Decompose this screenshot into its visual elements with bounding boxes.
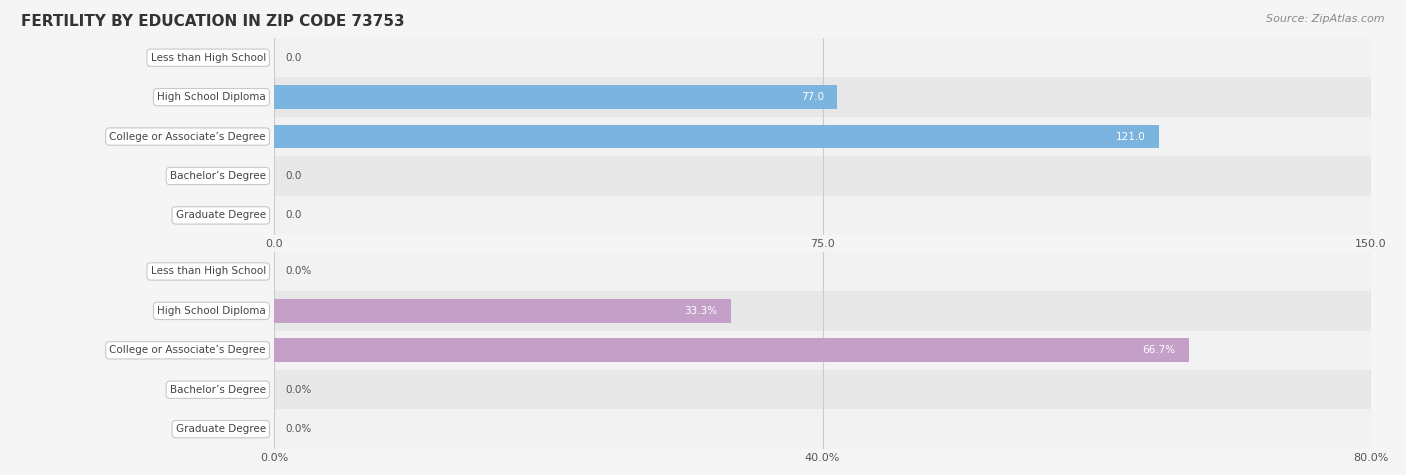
Text: Less than High School: Less than High School [150, 53, 266, 63]
Text: Source: ZipAtlas.com: Source: ZipAtlas.com [1267, 14, 1385, 24]
Text: 0.0: 0.0 [285, 53, 301, 63]
Bar [274, 409, 1371, 449]
Bar [274, 291, 1371, 331]
Text: 66.7%: 66.7% [1142, 345, 1175, 355]
Text: Less than High School: Less than High School [150, 266, 266, 276]
Text: College or Associate’s Degree: College or Associate’s Degree [110, 345, 266, 355]
Bar [274, 117, 1371, 156]
Bar [274, 196, 1371, 235]
Text: 121.0: 121.0 [1116, 132, 1146, 142]
Text: Graduate Degree: Graduate Degree [176, 424, 266, 434]
Text: High School Diploma: High School Diploma [157, 92, 266, 102]
Text: 0.0%: 0.0% [285, 266, 311, 276]
Text: Graduate Degree: Graduate Degree [176, 210, 266, 220]
Text: 0.0: 0.0 [285, 171, 301, 181]
Text: 0.0%: 0.0% [285, 424, 311, 434]
Bar [274, 125, 1159, 148]
Bar [274, 299, 731, 323]
Bar [274, 339, 1188, 362]
Text: Bachelor’s Degree: Bachelor’s Degree [170, 171, 266, 181]
Bar [274, 77, 1371, 117]
Text: 0.0%: 0.0% [285, 385, 311, 395]
Bar [274, 370, 1371, 409]
Text: 33.3%: 33.3% [685, 306, 717, 316]
Bar [274, 38, 1371, 77]
Bar [274, 331, 1371, 370]
Bar [274, 252, 1371, 291]
Text: High School Diploma: High School Diploma [157, 306, 266, 316]
Text: FERTILITY BY EDUCATION IN ZIP CODE 73753: FERTILITY BY EDUCATION IN ZIP CODE 73753 [21, 14, 405, 29]
Bar [274, 86, 837, 109]
Text: Bachelor’s Degree: Bachelor’s Degree [170, 385, 266, 395]
Text: 77.0: 77.0 [801, 92, 824, 102]
Text: College or Associate’s Degree: College or Associate’s Degree [110, 132, 266, 142]
Bar [274, 156, 1371, 196]
Text: 0.0: 0.0 [285, 210, 301, 220]
